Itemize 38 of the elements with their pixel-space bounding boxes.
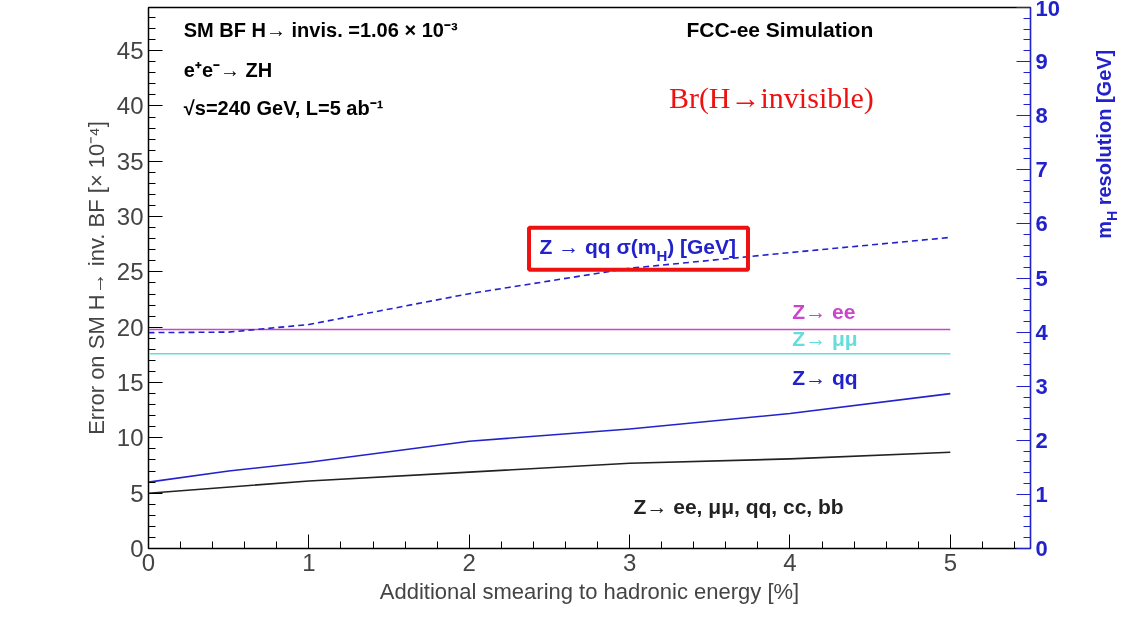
annotation: Br(H→invisible) <box>668 81 874 115</box>
y-tick-label: 20 <box>116 313 144 341</box>
x-tick-label: 4 <box>783 548 797 576</box>
annotation: √s=240 GeV, L=5 ab⁻¹ <box>183 96 384 119</box>
y-tick-label: 45 <box>116 37 144 65</box>
y-tick-label: 35 <box>116 147 144 175</box>
y-axis-title: Error on SM H→ inv. BF [× 10⁻⁴] <box>83 121 109 435</box>
series-label: Z→ ee <box>792 300 856 324</box>
y2-tick-label: 1 <box>1035 481 1048 507</box>
y2-tick-label: 9 <box>1035 49 1048 75</box>
y-tick-label: 25 <box>116 258 144 286</box>
y2-tick-label: 3 <box>1035 373 1048 399</box>
y2-tick-label: 6 <box>1035 211 1048 237</box>
x-tick-label: 3 <box>622 548 637 576</box>
y2-tick-label: 4 <box>1035 319 1049 345</box>
y2-tick-label: 5 <box>1035 265 1048 291</box>
line-series <box>148 392 952 483</box>
y-tick-label: 5 <box>130 479 144 507</box>
y2-tick-label: 10 <box>1035 0 1060 21</box>
annotation: SM BF H→ invis. =1.06 × 10⁻³ <box>183 18 458 41</box>
annotation: FCC-ee Simulation <box>686 18 874 41</box>
line-series <box>148 451 952 494</box>
y2-axis-title: mH resolution [GeV] <box>1092 49 1121 239</box>
x-axis-title: Additional smearing to hadronic energy [%] <box>379 578 800 604</box>
series-label: Z→ μμ <box>792 326 858 350</box>
y-tick-label: 15 <box>116 369 144 397</box>
y2-tick-label: 8 <box>1035 103 1048 129</box>
x-tick-label: 5 <box>943 548 957 576</box>
y2-tick-label: 2 <box>1035 427 1048 453</box>
x-tick-label: 1 <box>302 548 316 576</box>
series-label: Z→ ee, μμ, qq, cc, bb <box>633 495 844 519</box>
y-tick-label: 10 <box>116 424 144 452</box>
y-tick-label: 40 <box>116 92 144 120</box>
annotation: e⁺e⁻→ ZH <box>183 58 273 81</box>
x-tick-label: 2 <box>462 548 476 576</box>
y2-tick-label: 7 <box>1035 157 1048 183</box>
y-tick-label: 30 <box>116 203 144 231</box>
series-label: Z→ qq <box>792 366 858 390</box>
